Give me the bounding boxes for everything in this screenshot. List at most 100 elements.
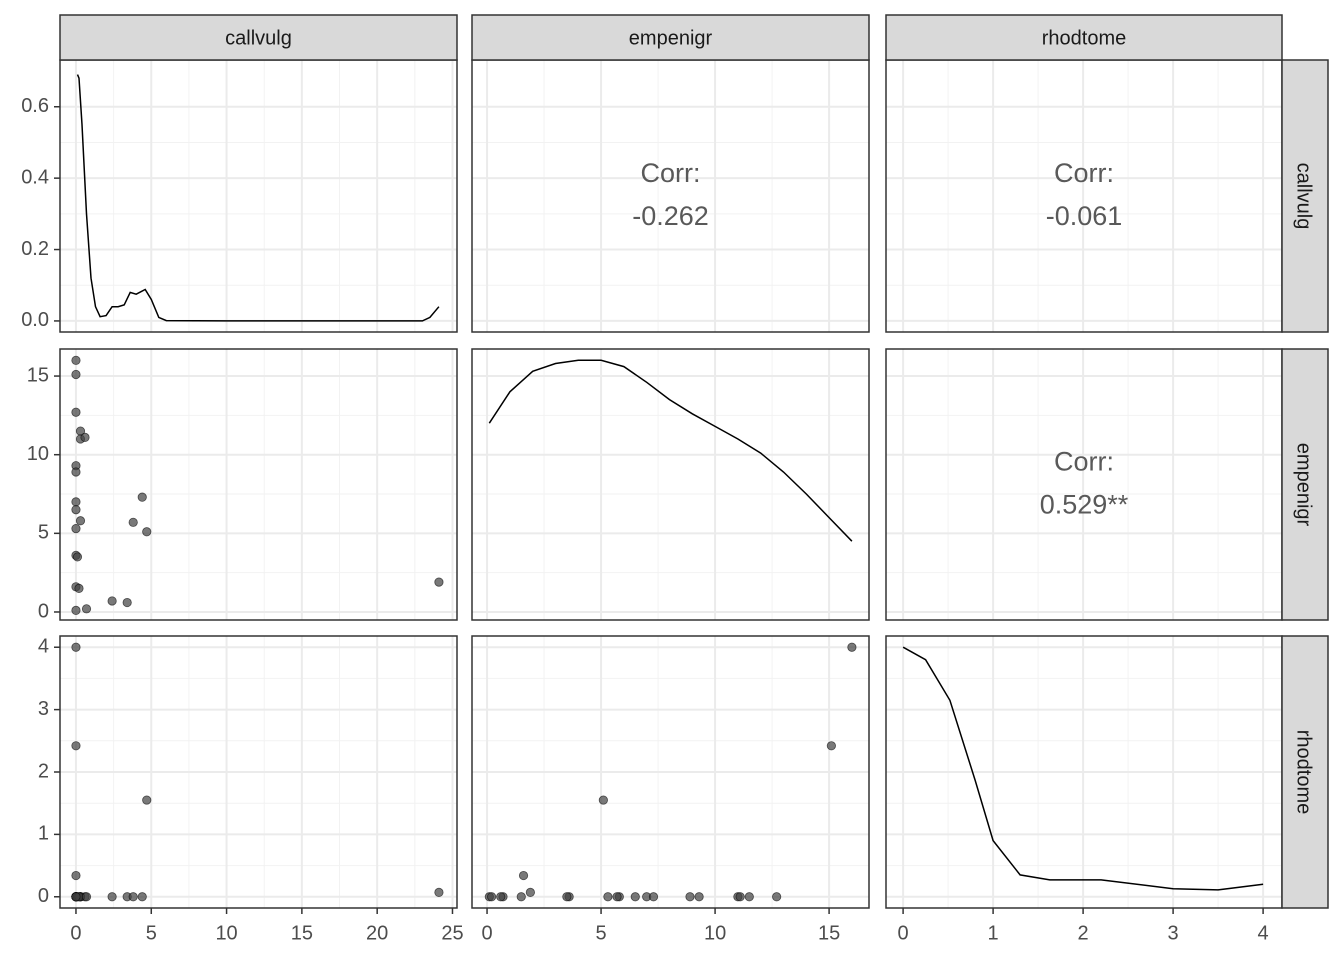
- y-tick-label: 0.6: [21, 95, 49, 117]
- point: [71, 892, 81, 902]
- point: [735, 892, 745, 902]
- x-tick-label: 0: [898, 922, 909, 944]
- corr-value: 0.529**: [1040, 490, 1129, 520]
- x-tick-label: 5: [146, 922, 157, 944]
- point: [772, 892, 782, 902]
- point: [525, 887, 535, 898]
- point: [128, 517, 138, 527]
- point: [685, 892, 695, 902]
- point: [137, 492, 147, 502]
- point: [142, 527, 152, 537]
- point: [826, 741, 836, 751]
- strip-label: callvulg: [225, 27, 292, 49]
- point: [612, 892, 622, 902]
- x-tick-label: 20: [366, 922, 388, 944]
- panel: [59, 59, 458, 333]
- corr-value: -0.262: [632, 201, 709, 231]
- strip-label: empenigr: [1293, 443, 1315, 527]
- point: [71, 741, 81, 751]
- x-tick-label: 0: [70, 922, 81, 944]
- point: [72, 552, 83, 562]
- x-tick-label: 4: [1258, 922, 1269, 944]
- panel-border: [59, 348, 458, 621]
- point: [434, 577, 444, 587]
- strip-label: empenigr: [629, 27, 713, 49]
- strip-top: [59, 14, 458, 61]
- y-tick-label: 0.0: [21, 309, 49, 331]
- y-tick-label: 0: [38, 600, 49, 622]
- strip-right: [1281, 635, 1329, 909]
- point: [562, 892, 572, 902]
- strip-label: rhodtome: [1042, 27, 1127, 49]
- density-line: [488, 359, 853, 542]
- point: [74, 583, 84, 593]
- corr-value: -0.061: [1046, 201, 1123, 231]
- y-tick-label: 4: [38, 636, 49, 658]
- panel: Corr: 0.529**: [885, 348, 1283, 621]
- strip-right: [1281, 348, 1329, 621]
- corr-label: Corr:: [1054, 447, 1114, 477]
- point: [496, 892, 506, 902]
- panel-background: [60, 349, 457, 620]
- x-tick-label: 3: [1168, 922, 1179, 944]
- panel: Corr: -0.262: [471, 59, 870, 333]
- y-tick-label: 3: [38, 698, 49, 720]
- panel-background: [472, 60, 869, 332]
- y-tick-label: 0.4: [21, 166, 49, 188]
- point: [518, 870, 529, 881]
- y-tick-label: 0.2: [21, 238, 49, 260]
- x-tick-label: 1: [988, 922, 999, 944]
- panel-background: [60, 60, 457, 332]
- strip-right: [1281, 59, 1329, 333]
- y-tick-label: 0: [38, 885, 49, 907]
- corr-label: Corr:: [641, 158, 701, 188]
- panel: Corr: -0.061: [885, 59, 1283, 333]
- point: [487, 892, 497, 902]
- x-tick-label: 5: [596, 922, 607, 944]
- point: [71, 524, 81, 534]
- x-tick-label: 25: [441, 922, 463, 944]
- point: [630, 892, 640, 902]
- y-tick-label: 5: [38, 522, 49, 544]
- panel: [471, 635, 870, 909]
- x-tick-label: 10: [215, 922, 237, 944]
- point: [137, 892, 147, 902]
- panel-border: [471, 635, 870, 909]
- point: [81, 604, 92, 614]
- panel: [885, 635, 1283, 909]
- point: [75, 516, 86, 526]
- x-tick-label: 0: [481, 922, 492, 944]
- point: [71, 605, 81, 616]
- point: [744, 892, 754, 902]
- point: [80, 432, 90, 442]
- point: [847, 642, 857, 652]
- panel: [59, 635, 458, 909]
- point: [648, 892, 659, 902]
- point: [128, 892, 138, 902]
- strip-top: [885, 14, 1283, 61]
- y-tick-label: 1: [38, 823, 49, 845]
- strip-top: [471, 14, 870, 61]
- point: [71, 355, 81, 365]
- y-tick-label: 2: [38, 760, 49, 782]
- point: [434, 887, 444, 898]
- x-tick-label: 2: [1078, 922, 1089, 944]
- point: [516, 892, 526, 902]
- point: [598, 795, 608, 805]
- x-tick-label: 10: [704, 922, 726, 944]
- corr-label: Corr:: [1054, 158, 1114, 188]
- point: [71, 642, 81, 652]
- strip-label: callvulg: [1293, 163, 1315, 230]
- panel-background: [472, 349, 869, 620]
- x-tick-label: 15: [291, 922, 313, 944]
- x-tick-label: 15: [818, 922, 840, 944]
- point: [142, 795, 152, 805]
- y-tick-label: 15: [27, 364, 49, 386]
- point: [694, 892, 704, 902]
- point: [71, 497, 81, 507]
- panel: [59, 348, 458, 621]
- point: [107, 892, 117, 902]
- point: [71, 870, 81, 881]
